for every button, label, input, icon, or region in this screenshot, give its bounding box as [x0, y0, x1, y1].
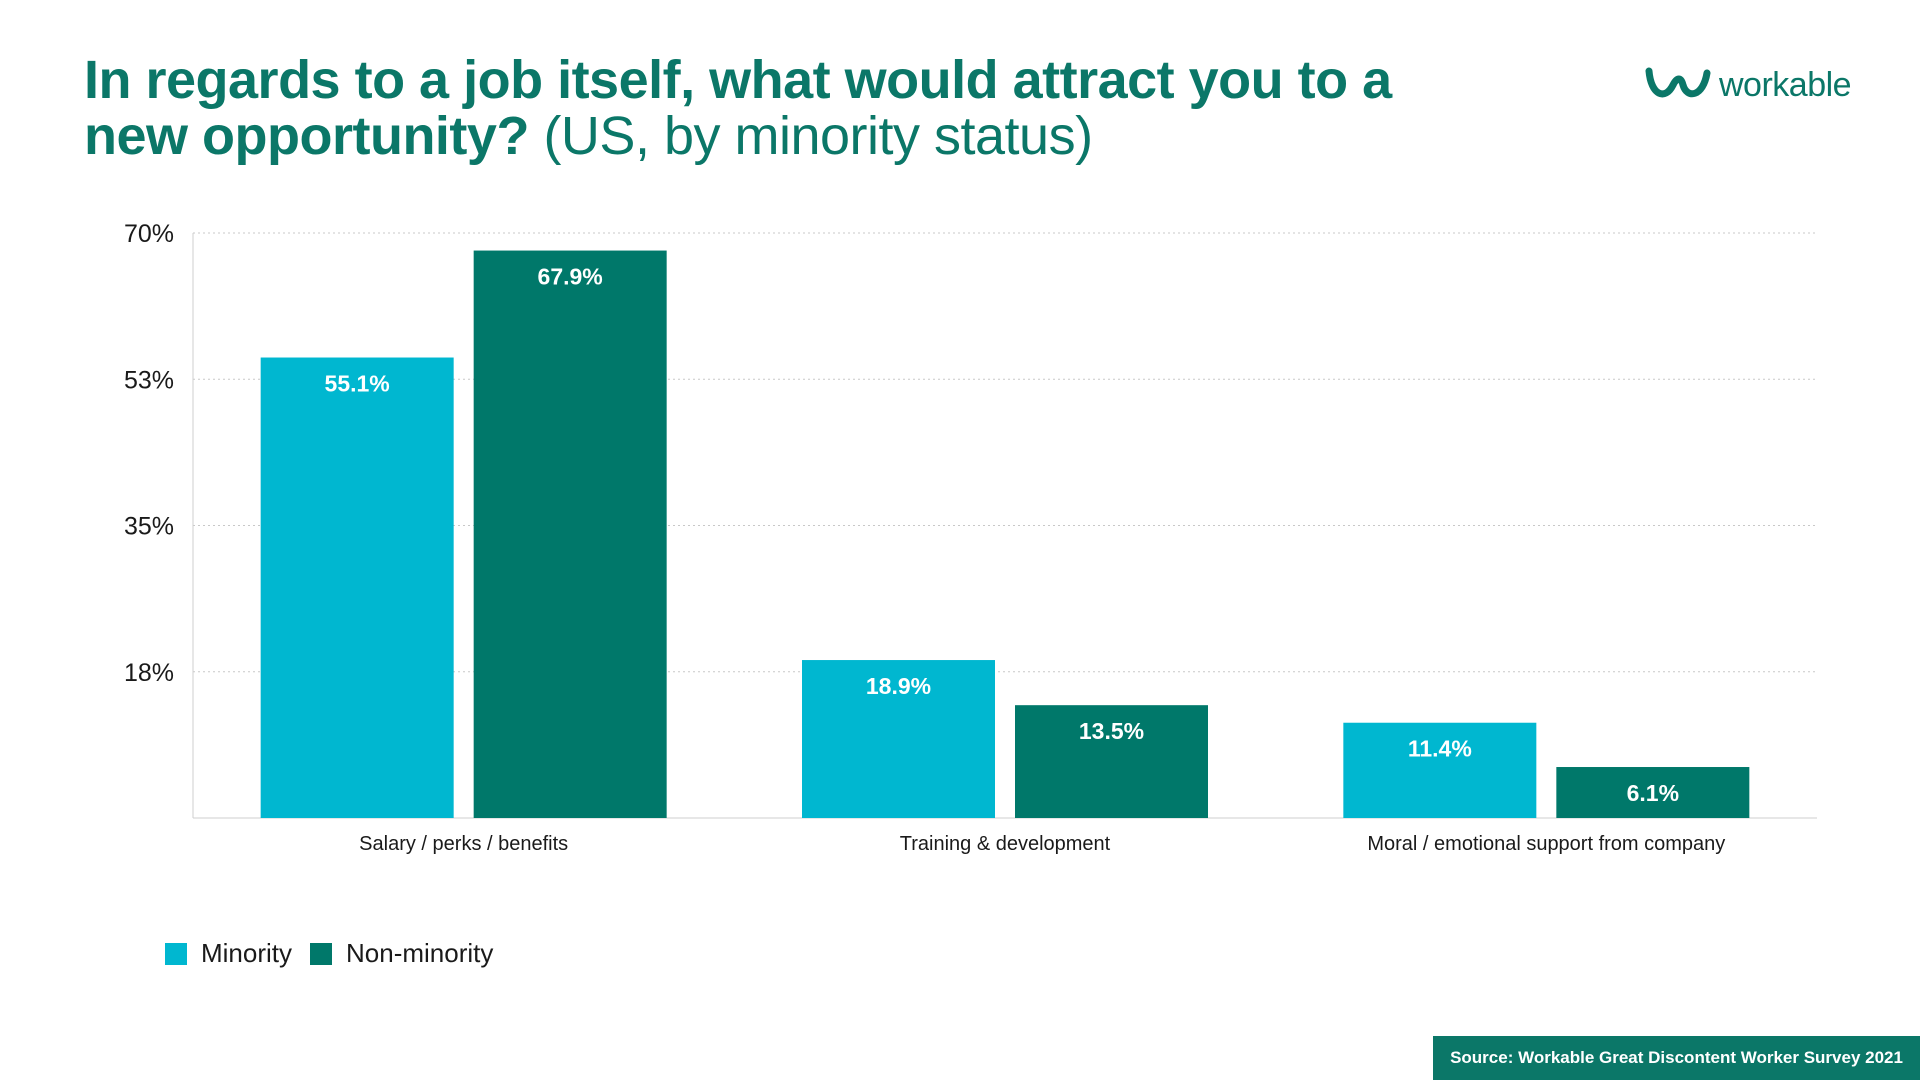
workable-w-icon [1645, 67, 1711, 98]
legend-item-non-minority: Non-minority [310, 938, 493, 969]
bar-minority-0 [260, 357, 454, 818]
workable-logo: workable [1645, 60, 1855, 110]
legend-item-minority: Minority [165, 938, 292, 969]
legend-label-non-minority: Non-minority [346, 938, 494, 968]
workable-logo-text: workable [1719, 65, 1852, 104]
bar-minority-1 [802, 660, 995, 818]
chart-grid [193, 232, 1817, 673]
x-category-label-1: Training & development [900, 833, 1111, 855]
chart-title-main: In regards to a job itself, what would a… [84, 50, 1392, 166]
bar-non-minority-2 [1556, 767, 1750, 818]
bar-minority-2 [1343, 722, 1537, 818]
bar-label-0-1: 18.9% [866, 673, 931, 699]
x-category-label-0: Salary / perks / benefits [359, 833, 568, 855]
x-axis: Salary / perks / benefits Training & deve… [359, 833, 1725, 855]
bar-non-minority-0 [473, 250, 667, 819]
bar-label-1-1: 13.5% [1079, 718, 1144, 744]
y-tick-label-3: 70% [124, 220, 174, 248]
y-tick-label-1: 35% [124, 513, 174, 541]
legend-swatch-non-minority [310, 942, 333, 965]
bar-non-minority-1 [1015, 705, 1208, 818]
y-tick-label-2: 53% [124, 366, 174, 394]
x-category-label-2: Moral / emotional support from company [1367, 833, 1725, 855]
legend-label-minority: Minority [201, 938, 293, 968]
chart-legend: Minority Non-minority [165, 938, 511, 969]
bar-label-1-0: 67.9% [538, 264, 603, 290]
source-note: Source: Workable Great Discontent Worker… [1433, 1036, 1920, 1080]
bar-label-0-2: 11.4% [1408, 736, 1472, 762]
chart-bars: 55.1% 67.9% 18.9% 13.5% 11.4% 6.1% [260, 250, 1750, 819]
chart-title-subtitle: (US, by minority status) [543, 106, 1093, 166]
legend-swatch-minority [165, 942, 187, 965]
y-tick-label-0: 18% [124, 659, 174, 687]
bar-label-1-2: 6.1% [1627, 780, 1679, 806]
chart-title: In regards to a job itself, what would a… [84, 52, 1504, 164]
y-axis: 18% 35% 53% 70% [124, 220, 1817, 819]
bar-chart: 18% 35% 53% 70% 55.1% 67.9% 18.9% 13.5% 11.4% 6.… [124, 220, 1817, 855]
bar-label-0-0: 55.1% [325, 371, 390, 397]
